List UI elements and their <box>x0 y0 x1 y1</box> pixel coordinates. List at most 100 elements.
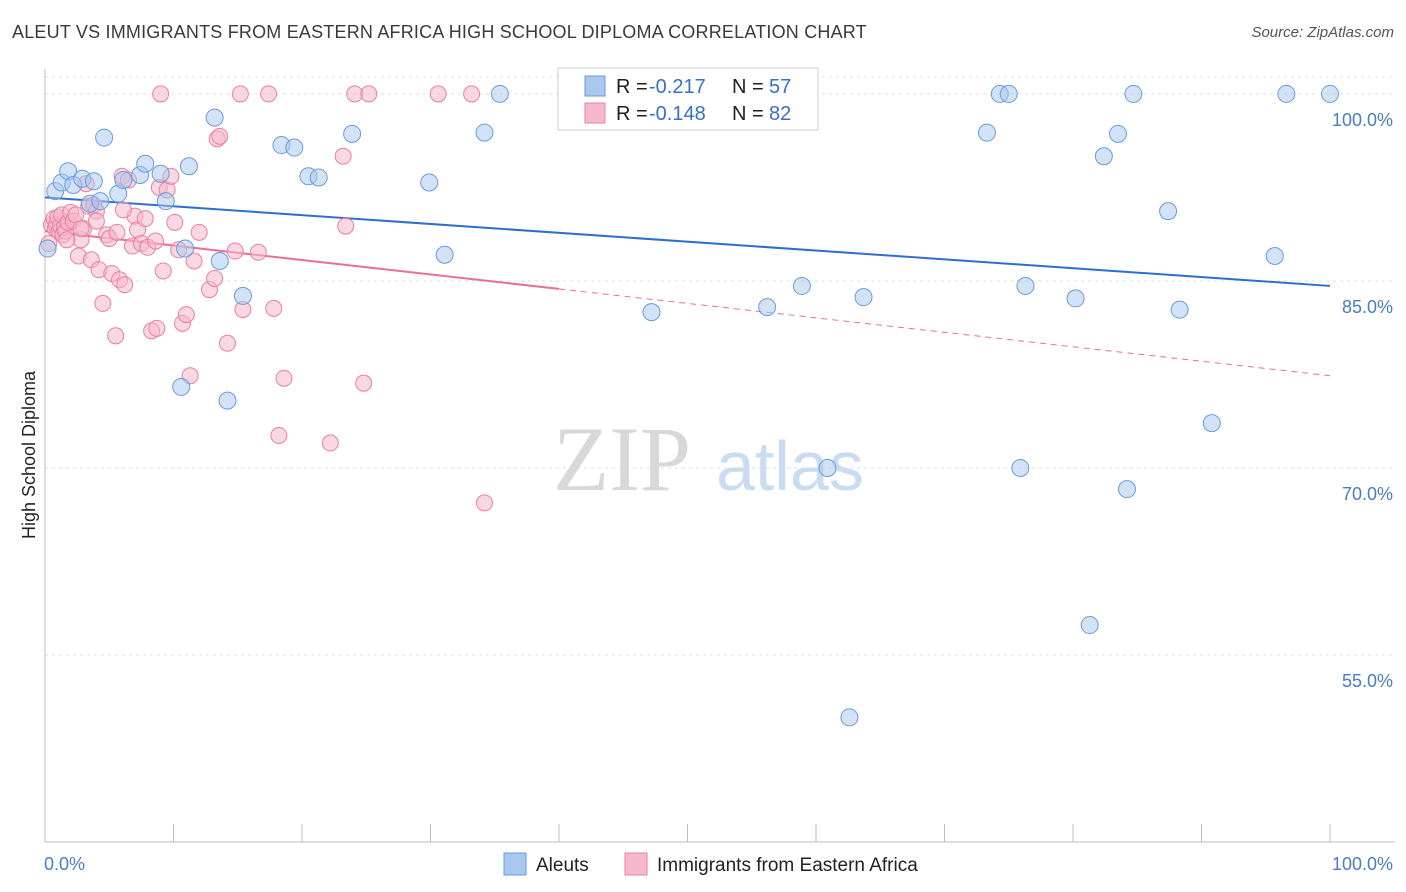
aleuts-point <box>1159 202 1178 221</box>
y-tick-label: 100.0% <box>1332 110 1393 130</box>
aleuts-point <box>156 192 175 211</box>
immigrants-point <box>185 252 203 270</box>
immigrants-point <box>116 276 134 294</box>
aleuts-point <box>38 239 57 258</box>
aleuts-point <box>642 303 661 322</box>
watermark-atlas: atlas <box>716 427 864 505</box>
immigrants-point <box>107 327 125 345</box>
immigrants-point <box>265 299 283 317</box>
immigrants-point <box>136 210 154 228</box>
aleuts-point <box>490 84 509 103</box>
immigrants-point <box>190 223 208 241</box>
immigrants-point <box>463 85 481 103</box>
legend-n-label-1: N = <box>732 76 764 98</box>
aleuts-point <box>95 128 114 147</box>
immigrants-trend-line-dashed <box>558 288 1331 377</box>
immigrants-point <box>321 434 339 452</box>
immigrants-point <box>58 231 76 249</box>
aleuts-point <box>1066 289 1085 308</box>
immigrants-point <box>166 213 184 231</box>
legend-r-label-2: R = <box>616 103 648 125</box>
immigrants-point <box>206 269 224 287</box>
aleuts-point <box>205 108 224 127</box>
immigrants-point <box>94 294 112 312</box>
immigrants-point <box>152 85 170 103</box>
immigrants-point <box>148 319 166 337</box>
aleuts-point <box>818 458 837 477</box>
aleuts-point <box>854 288 873 307</box>
chart-title: ALEUT VS IMMIGRANTS FROM EASTERN AFRICA … <box>12 22 867 42</box>
immigrants-point <box>154 262 172 280</box>
aleuts-point <box>1277 84 1296 103</box>
aleuts-point <box>792 276 811 295</box>
watermark-zip: ZIP <box>553 408 691 510</box>
aleuts-point <box>91 192 110 211</box>
immigrants-point <box>355 374 373 392</box>
aleuts-point <box>1080 616 1099 635</box>
immigrants-point <box>270 427 288 445</box>
aleuts-point <box>114 170 133 189</box>
bottom-legend-aleuts: Aleuts <box>536 855 589 876</box>
bottom-legend-swatch-immigrants <box>624 852 648 876</box>
trend-lines <box>44 196 1331 377</box>
aleuts-point <box>435 245 454 264</box>
aleuts-point <box>977 123 996 142</box>
stats-legend: R = -0.217 N = 57 R = -0.148 N = 82 <box>557 67 819 131</box>
immigrants-point <box>147 232 165 250</box>
aleuts-point <box>210 252 229 271</box>
aleuts-point <box>309 168 328 187</box>
x-tick-label-min: 0.0% <box>44 854 85 874</box>
aleuts-point <box>218 391 237 410</box>
aleuts-point <box>1117 480 1136 499</box>
immigrants-point <box>337 217 355 235</box>
aleuts-point <box>1094 147 1113 166</box>
aleuts-point <box>233 286 252 305</box>
aleuts-point <box>758 298 777 317</box>
immigrants-point <box>211 127 229 145</box>
aleuts-point <box>840 708 859 727</box>
y-tick-label: 85.0% <box>1342 297 1393 317</box>
aleuts-point <box>1202 414 1221 433</box>
tick-labels: 55.0% 70.0% 85.0% 100.0% 0.0% 100.0% <box>44 110 1393 874</box>
aleuts-points <box>38 84 1339 727</box>
immigrants-point <box>218 334 236 352</box>
y-tick-label: 70.0% <box>1342 484 1393 504</box>
immigrants-point <box>334 147 352 165</box>
aleuts-point <box>151 164 170 183</box>
aleuts-point <box>136 154 155 173</box>
y-axis-title: High School Diploma <box>19 370 39 539</box>
legend-swatch-immigrants <box>584 102 606 124</box>
aleuts-trend-line <box>44 196 1331 287</box>
source-label: Source: ZipAtlas.com <box>1251 24 1394 41</box>
y-tick-label: 55.0% <box>1342 671 1393 691</box>
legend-r-label-1: R = <box>616 76 648 98</box>
aleuts-point <box>285 138 304 157</box>
bottom-legend: Aleuts Immigrants from Eastern Africa <box>503 852 918 876</box>
immigrants-point <box>346 85 364 103</box>
immigrants-point <box>475 494 493 512</box>
aleuts-point <box>1265 247 1284 266</box>
immigrants-point <box>72 220 90 238</box>
immigrants-point <box>231 85 249 103</box>
aleuts-point <box>420 173 439 192</box>
aleuts-point <box>179 157 198 176</box>
immigrants-point <box>114 201 132 219</box>
aleuts-point <box>172 377 191 396</box>
immigrants-point <box>249 243 267 261</box>
aleuts-point <box>343 124 362 143</box>
aleuts-point <box>1124 84 1143 103</box>
immigrants-points <box>40 85 493 512</box>
legend-swatch-aleuts <box>584 75 606 97</box>
aleuts-point <box>84 172 103 191</box>
aleuts-point <box>1016 276 1035 295</box>
immigrants-point <box>360 85 378 103</box>
x-tick-label-max: 100.0% <box>1332 854 1393 874</box>
aleuts-point <box>176 239 195 258</box>
legend-n-value-aleuts: 57 <box>769 76 791 98</box>
legend-n-value-immigrants: 82 <box>769 103 791 125</box>
gridlines <box>45 76 1395 656</box>
aleuts-point <box>999 84 1018 103</box>
immigrants-point <box>260 85 278 103</box>
aleuts-point <box>1321 84 1339 103</box>
